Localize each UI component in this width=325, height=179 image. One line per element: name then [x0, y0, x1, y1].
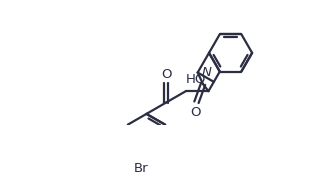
Text: N: N — [202, 66, 212, 79]
Text: O: O — [161, 67, 171, 81]
Text: HO: HO — [186, 72, 206, 86]
Text: Br: Br — [134, 161, 148, 175]
Text: O: O — [190, 106, 201, 119]
